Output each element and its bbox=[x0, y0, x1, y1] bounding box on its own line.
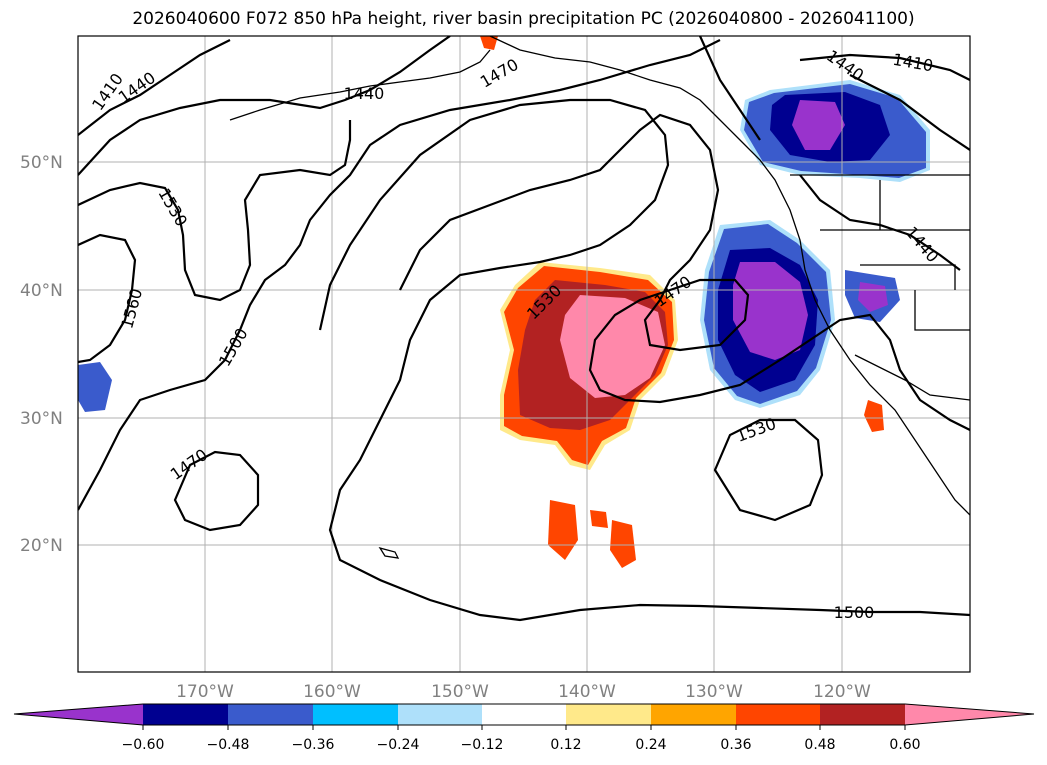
map-content: 1410 1440 1470 1500 1530 1560 1440 1470 … bbox=[78, 36, 970, 672]
lon-label: 130°W bbox=[685, 682, 743, 702]
longitude-labels: 170°W 160°W 150°W 140°W 130°W 120°W bbox=[176, 682, 871, 702]
lon-label: 160°W bbox=[303, 682, 361, 702]
colorbar-segment bbox=[482, 704, 566, 725]
colorbar-segment bbox=[143, 704, 228, 725]
lat-label: 40°N bbox=[20, 281, 63, 301]
lon-label: 120°W bbox=[813, 682, 871, 702]
map-gridlines bbox=[78, 36, 970, 672]
colorbar-tick-label: −0.48 bbox=[207, 737, 250, 753]
contour-label: 1440 bbox=[344, 84, 385, 103]
contour-label: 1500 bbox=[834, 603, 875, 622]
negative-anomaly-region bbox=[78, 80, 930, 412]
colorbar-tick-label: −0.60 bbox=[122, 737, 165, 753]
colorbar bbox=[13, 703, 1035, 726]
colorbar-tick-label: 0.36 bbox=[720, 737, 751, 753]
lat-label: 30°N bbox=[20, 409, 63, 429]
latitude-labels: 50°N 40°N 30°N 20°N bbox=[20, 153, 63, 556]
map-frame bbox=[77, 35, 971, 673]
lon-label: 150°W bbox=[431, 682, 489, 702]
colorbar-segment bbox=[313, 704, 398, 725]
colorbar-segment bbox=[820, 704, 905, 725]
lat-label: 50°N bbox=[20, 153, 63, 173]
colorbar-tick-label: −0.36 bbox=[292, 737, 335, 753]
colorbar-ticks: −0.60 −0.48 −0.36 −0.24 −0.12 0.12 0.24 … bbox=[122, 725, 921, 753]
colorbar-left-arrow bbox=[14, 704, 143, 725]
colorbar-tick-label: 0.24 bbox=[635, 737, 666, 753]
lon-label: 140°W bbox=[558, 682, 616, 702]
colorbar-right-arrow bbox=[905, 704, 1034, 725]
colorbar-tick-label: 0.48 bbox=[804, 737, 835, 753]
colorbar-segment bbox=[228, 704, 313, 725]
colorbar-segment bbox=[736, 704, 820, 725]
colorbar-tick-label: −0.12 bbox=[461, 737, 504, 753]
colorbar-tick-label: 0.12 bbox=[550, 737, 581, 753]
lon-label: 170°W bbox=[176, 682, 234, 702]
figure-title: 2026040600 F072 850 hPa height, river ba… bbox=[132, 9, 915, 29]
colorbar-tick-label: 0.60 bbox=[889, 737, 920, 753]
colorbar-tick-label: −0.24 bbox=[377, 737, 420, 753]
colorbar-segment bbox=[398, 704, 482, 725]
colorbar-segment bbox=[566, 704, 651, 725]
colorbar-segment bbox=[651, 704, 736, 725]
height-contours bbox=[78, 36, 970, 622]
lat-label: 20°N bbox=[20, 536, 63, 556]
